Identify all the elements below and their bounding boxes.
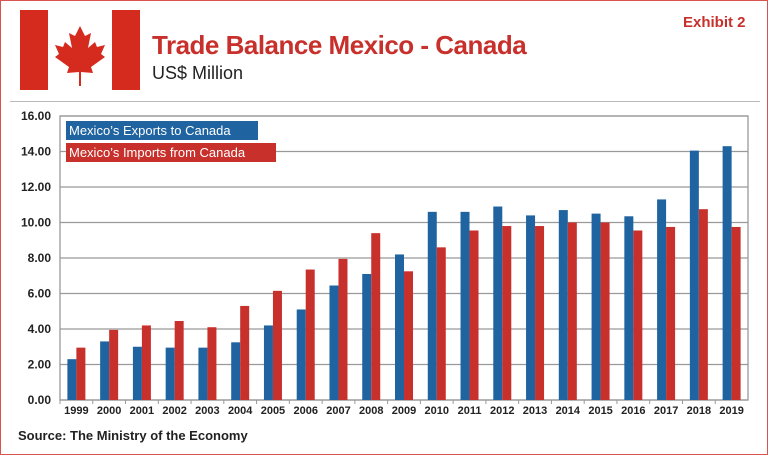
x-tick-label: 2006	[293, 405, 317, 417]
export-bar	[624, 216, 634, 400]
x-tick-label: 2017	[654, 405, 678, 417]
import-bar	[666, 226, 676, 400]
export-bar	[100, 341, 110, 400]
import-bar	[633, 230, 643, 400]
legend-swatch	[66, 143, 276, 162]
import-bar	[174, 321, 184, 400]
y-tick-label: 6.00	[28, 287, 52, 301]
x-tick-label: 2001	[130, 405, 154, 417]
import-bar	[502, 226, 512, 400]
x-tick-label: 2010	[425, 405, 449, 417]
export-bar	[263, 325, 273, 400]
x-tick-label: 2009	[392, 405, 416, 417]
source-note: Source: The Ministry of the Economy	[18, 428, 248, 443]
x-tick-label: 2015	[588, 405, 612, 417]
x-tick-label: 2011	[458, 405, 482, 417]
import-bar	[76, 347, 86, 400]
chart-subtitle: US$ Million	[152, 63, 244, 83]
y-tick-label: 4.00	[28, 322, 52, 336]
exhibit-label: Exhibit 2	[683, 14, 746, 31]
legend-label: Mexico’s Exports to Canada	[69, 123, 231, 138]
chart-title: Trade Balance Mexico - Canada	[152, 30, 527, 60]
export-bar	[231, 342, 241, 400]
x-tick-label: 2018	[687, 405, 711, 417]
header-divider	[10, 101, 760, 102]
export-bar	[657, 199, 667, 400]
legend-item: Mexico’s Exports to Canada	[66, 121, 258, 140]
export-bar	[395, 254, 404, 400]
x-tick-label: 2013	[523, 405, 547, 417]
x-tick-label: 2012	[490, 405, 514, 417]
import-bar	[436, 247, 446, 400]
export-bar	[132, 346, 142, 400]
import-bar	[272, 290, 282, 400]
export-bar	[296, 309, 306, 400]
export-bar	[722, 146, 732, 400]
export-bar	[329, 285, 339, 400]
import-bar	[240, 305, 250, 400]
import-bar	[469, 230, 479, 400]
import-bar	[731, 226, 741, 400]
import-bar	[109, 329, 119, 400]
canada-flag-icon	[20, 10, 140, 90]
import-bar	[141, 325, 151, 400]
x-tick-label: 2016	[621, 405, 645, 417]
export-bar	[427, 211, 437, 400]
import-bar	[698, 209, 708, 400]
legend-item: Mexico’s Imports from Canada	[66, 143, 276, 162]
import-bar	[338, 258, 348, 400]
y-tick-label: 2.00	[28, 358, 52, 372]
y-tick-label: 10.00	[21, 216, 51, 230]
import-bar	[207, 327, 217, 400]
y-tick-label: 0.00	[28, 393, 52, 407]
maple-leaf-icon	[55, 26, 105, 86]
x-tick-label: 1999	[64, 405, 88, 417]
legend-swatch	[66, 121, 258, 140]
export-bar	[362, 273, 372, 400]
export-bar	[591, 213, 601, 400]
import-bar	[535, 226, 545, 400]
y-tick-label: 8.00	[28, 251, 52, 265]
export-bar	[460, 211, 470, 400]
y-tick-label: 14.00	[21, 145, 51, 159]
x-tick-label: 2005	[261, 405, 285, 417]
x-tick-label: 2002	[162, 405, 186, 417]
export-bar	[493, 206, 503, 400]
export-bar	[67, 359, 77, 400]
x-tick-label: 2007	[326, 405, 350, 417]
export-bar	[526, 215, 536, 400]
import-bar	[371, 233, 381, 400]
y-tick-label: 16.00	[21, 109, 51, 123]
x-tick-label: 2004	[228, 405, 253, 417]
x-tick-label: 2000	[97, 405, 121, 417]
import-bar	[305, 269, 315, 400]
export-bar	[165, 347, 175, 400]
x-tick-label: 2003	[195, 405, 219, 417]
import-bar	[600, 222, 610, 400]
export-bar	[558, 210, 568, 400]
import-bar	[404, 271, 413, 400]
x-tick-label: 2014	[556, 405, 581, 417]
import-bar	[567, 222, 577, 400]
legend-label: Mexico’s Imports from Canada	[69, 145, 246, 160]
x-tick-label: 2019	[719, 405, 743, 417]
export-bar	[689, 150, 699, 400]
y-tick-label: 12.00	[21, 180, 51, 194]
export-bar	[198, 347, 208, 400]
x-tick-label: 2008	[359, 405, 383, 417]
